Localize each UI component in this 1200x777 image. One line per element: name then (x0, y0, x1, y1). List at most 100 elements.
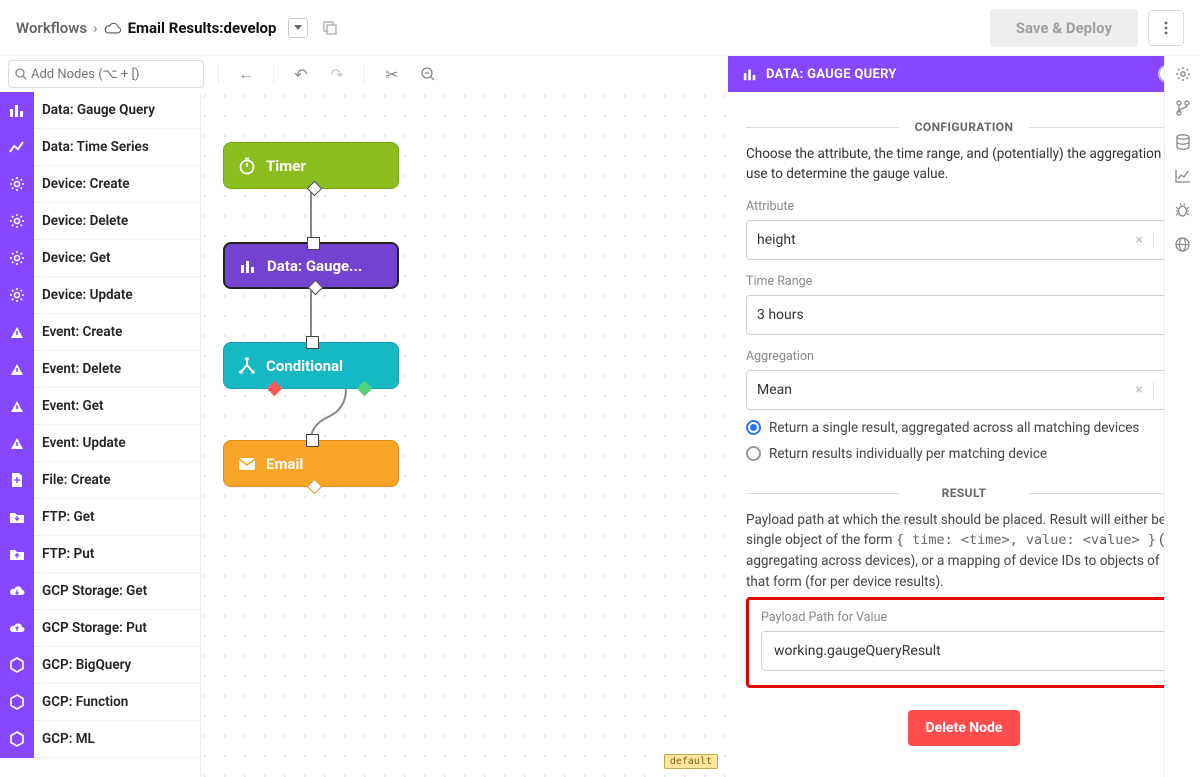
label-aggregation: Aggregation (746, 349, 1182, 364)
gear-icon (0, 277, 34, 314)
palette-item[interactable]: FTP: Get (0, 499, 200, 536)
back-icon[interactable]: ← (233, 61, 259, 87)
breadcrumb: Workflows › Email Results:develop (16, 18, 340, 38)
email-icon (238, 457, 256, 471)
branch-dropdown[interactable] (288, 18, 308, 38)
workflow-canvas[interactable]: Timer Data: Gauge... Conditional Email d… (201, 92, 728, 777)
radio-label: Return results individually per matching… (769, 446, 1047, 462)
file-icon (0, 462, 34, 499)
node-label: Email (266, 455, 303, 473)
palette-item[interactable]: Device: Create (0, 166, 200, 203)
palette-label: Device: Create (34, 176, 129, 192)
palette-item[interactable]: File: Create (0, 462, 200, 499)
node-email[interactable]: Email (223, 440, 399, 487)
default-badge: default (664, 754, 718, 769)
branch-icon[interactable] (1173, 98, 1193, 118)
header-bar: Workflows › Email Results:develop Save &… (0, 0, 1200, 56)
cut-icon[interactable]: ✂ (379, 61, 405, 87)
cloud-down-icon (0, 573, 34, 610)
zoom-out-icon[interactable] (415, 61, 441, 87)
search-icon (15, 68, 27, 80)
folder-down-icon (0, 499, 34, 536)
node-label: Timer (266, 157, 306, 175)
label-attribute: Attribute (746, 199, 1182, 214)
radio-per-device[interactable]: Return results individually per matching… (746, 446, 1182, 462)
aggregation-select[interactable]: Mean × ▾ (746, 370, 1182, 410)
node-conditional[interactable]: Conditional (223, 342, 399, 389)
timer-icon (238, 157, 256, 175)
peak-icon (0, 351, 34, 388)
palette-item[interactable]: Event: Delete (0, 351, 200, 388)
aggregation-value: Mean (757, 382, 792, 398)
cloud-up-icon (0, 610, 34, 647)
radio-single-result[interactable]: Return a single result, aggregated acros… (746, 420, 1182, 436)
palette-label: Event: Update (34, 435, 126, 451)
node-gauge-query[interactable]: Data: Gauge... (223, 242, 399, 289)
palette-label: Device: Get (34, 250, 111, 266)
palette-item[interactable]: GCP: Function (0, 684, 200, 721)
palette-item[interactable]: Event: Update (0, 425, 200, 462)
panel-title: DATA: GAUGE QUERY (766, 67, 897, 82)
label-payload-path: Payload Path for Value (761, 610, 1167, 625)
section-config: CONFIGURATION (746, 120, 1182, 134)
chart-icon[interactable] (1173, 166, 1193, 186)
label-timerange: Time Range (746, 274, 1182, 289)
breadcrumb-root[interactable]: Workflows (16, 19, 87, 37)
line-icon (0, 129, 34, 166)
payload-path-input[interactable] (761, 631, 1167, 671)
palette-item[interactable]: GCP Storage: Put (0, 610, 200, 647)
header-menu-icon[interactable] (1148, 10, 1184, 46)
radio-label: Return a single result, aggregated acros… (769, 420, 1139, 436)
bug-icon[interactable] (1173, 200, 1193, 220)
add-nodes-search[interactable] (8, 60, 204, 88)
workflow-name: Email Results: (128, 19, 224, 37)
palette-label: Event: Get (34, 398, 104, 414)
palette-item[interactable]: Event: Get (0, 388, 200, 425)
globe-icon[interactable] (1173, 234, 1193, 254)
palette-label: Data: Gauge Query (34, 102, 155, 118)
palette-label: FTP: Put (34, 546, 94, 562)
palette-item[interactable]: Device: Delete (0, 203, 200, 240)
palette-item[interactable]: Device: Get (0, 240, 200, 277)
config-description: Choose the attribute, the time range, an… (746, 144, 1182, 185)
redo-icon[interactable]: ↷ (324, 61, 350, 87)
palette-item[interactable]: Event: Create (0, 314, 200, 351)
node-label: Data: Gauge... (267, 257, 362, 275)
undo-icon[interactable]: ↶ (288, 61, 314, 87)
clear-icon[interactable]: × (1125, 232, 1153, 248)
palette-label: GCP Storage: Get (34, 583, 147, 599)
gear-icon (0, 166, 34, 203)
palette-item[interactable]: GCP: BigQuery (0, 647, 200, 684)
timerange-value: 3 hours (757, 307, 804, 323)
timerange-select[interactable]: 3 hours ▾ (746, 295, 1182, 335)
node-timer[interactable]: Timer (223, 142, 399, 189)
result-description: Payload path at which the result should … (746, 510, 1182, 594)
palette-label: Event: Create (34, 324, 122, 340)
peak-icon (0, 388, 34, 425)
palette-label: FTP: Get (34, 509, 95, 525)
clear-icon[interactable]: × (1125, 382, 1153, 398)
palette-item[interactable]: GCP Storage: Get (0, 573, 200, 610)
palette-item[interactable]: Device: Update (0, 277, 200, 314)
bars-icon (0, 92, 34, 129)
bars-icon (742, 66, 758, 82)
attribute-select[interactable]: height × ▾ (746, 220, 1182, 260)
radio-icon (746, 446, 761, 461)
palette-item[interactable]: FTP: Put (0, 536, 200, 573)
palette-item[interactable]: Data: Gauge Query (0, 92, 200, 129)
right-rail (1164, 56, 1200, 777)
palette-label: Device: Delete (34, 213, 128, 229)
palette-item[interactable]: GCP: ML (0, 721, 200, 758)
add-nodes-input[interactable] (31, 67, 197, 82)
peak-icon (0, 425, 34, 462)
palette-item[interactable]: Data: Time Series (0, 129, 200, 166)
section-result: RESULT (746, 486, 1182, 500)
delete-node-button[interactable]: Delete Node (908, 710, 1021, 746)
peak-icon (0, 314, 34, 351)
palette-label: GCP Storage: Put (34, 620, 147, 636)
save-deploy-button[interactable]: Save & Deploy (990, 9, 1138, 47)
database-icon[interactable] (1173, 132, 1193, 152)
copy-icon[interactable] (320, 18, 340, 38)
radio-icon (746, 420, 761, 435)
gear-icon[interactable] (1173, 64, 1193, 84)
